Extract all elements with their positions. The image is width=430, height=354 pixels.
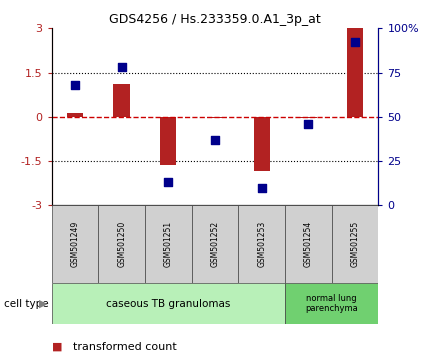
Bar bbox=[192, 205, 238, 283]
Bar bbox=[114, 84, 130, 117]
Point bbox=[212, 137, 218, 143]
Text: GSM501253: GSM501253 bbox=[257, 221, 266, 267]
Bar bbox=[285, 283, 378, 324]
Point bbox=[71, 82, 78, 88]
Text: GSM501250: GSM501250 bbox=[117, 221, 126, 267]
Text: ■: ■ bbox=[52, 342, 62, 352]
Point bbox=[165, 179, 172, 185]
Bar bbox=[145, 205, 192, 283]
Bar bbox=[238, 205, 285, 283]
Bar bbox=[98, 205, 145, 283]
Text: transformed count: transformed count bbox=[73, 342, 177, 352]
Text: cell type: cell type bbox=[4, 298, 49, 309]
Text: caseous TB granulomas: caseous TB granulomas bbox=[106, 298, 230, 309]
Text: GSM501254: GSM501254 bbox=[304, 221, 313, 267]
Bar bbox=[52, 205, 98, 283]
Text: GSM501251: GSM501251 bbox=[164, 221, 173, 267]
Point bbox=[352, 40, 359, 45]
Text: GSM501252: GSM501252 bbox=[211, 221, 219, 267]
Point bbox=[258, 185, 265, 190]
Bar bbox=[67, 113, 83, 117]
Bar bbox=[52, 283, 285, 324]
Bar bbox=[300, 117, 316, 118]
Bar bbox=[285, 205, 332, 283]
Bar bbox=[207, 117, 223, 118]
Bar bbox=[332, 205, 378, 283]
Bar bbox=[160, 117, 176, 166]
Text: GSM501255: GSM501255 bbox=[350, 221, 359, 267]
Title: GDS4256 / Hs.233359.0.A1_3p_at: GDS4256 / Hs.233359.0.A1_3p_at bbox=[109, 13, 321, 26]
Point bbox=[118, 64, 125, 70]
Bar bbox=[347, 28, 363, 117]
Bar bbox=[254, 117, 270, 171]
Text: normal lung
parenchyma: normal lung parenchyma bbox=[305, 294, 358, 313]
Text: GSM501249: GSM501249 bbox=[71, 221, 80, 267]
Point bbox=[305, 121, 312, 127]
Text: ▶: ▶ bbox=[39, 298, 47, 309]
